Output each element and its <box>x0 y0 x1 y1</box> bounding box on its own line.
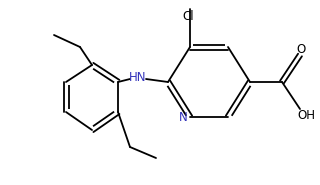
Text: HN: HN <box>129 70 147 83</box>
Text: Cl: Cl <box>182 9 194 23</box>
Text: OH: OH <box>297 108 315 122</box>
Text: N: N <box>179 110 188 124</box>
Text: O: O <box>296 43 306 56</box>
